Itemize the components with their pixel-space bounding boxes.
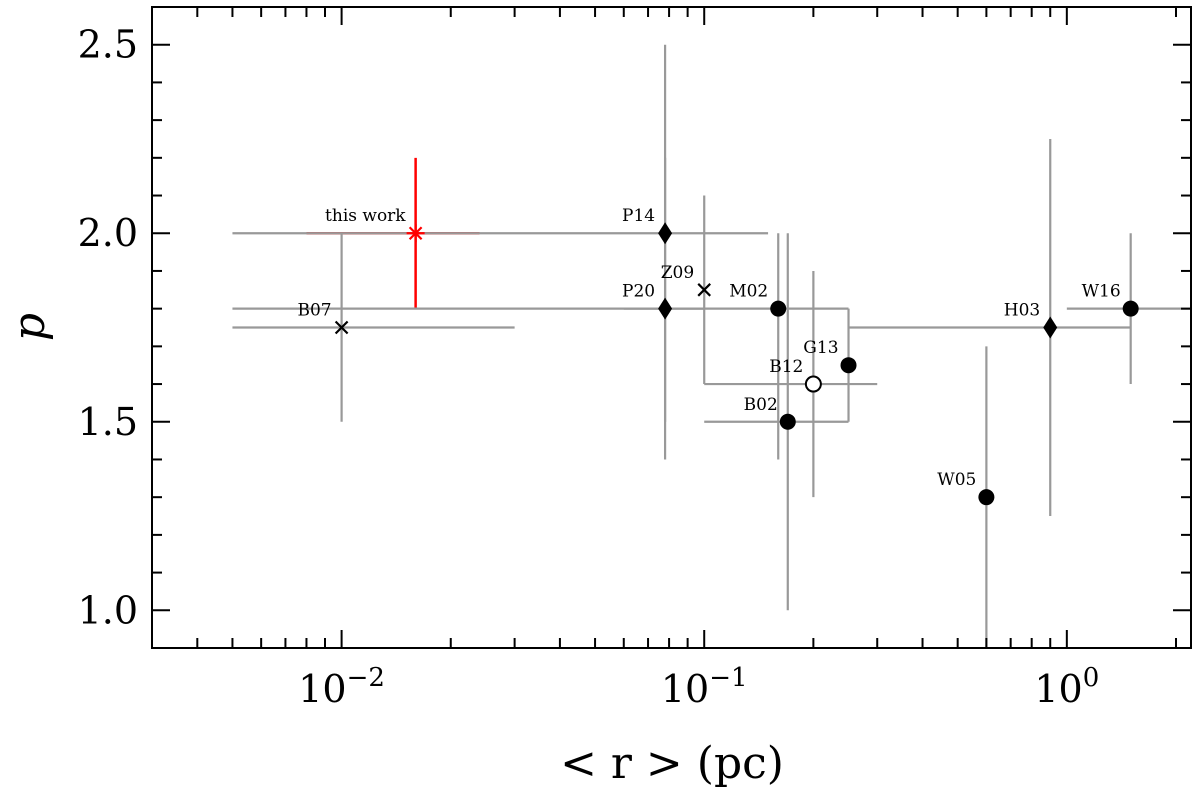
point-label: P14 [622,206,655,226]
point-marker [334,320,349,335]
point-label: W05 [937,470,976,490]
point-label: B07 [297,301,331,321]
point-marker [697,283,711,297]
errorbar [232,233,849,460]
x-tick-label: 10−1 [661,663,748,711]
data-point: H03 [1004,301,1058,339]
point-label: B12 [769,357,803,377]
point-marker [1043,316,1058,339]
x-axis-title: < r > (pc) [560,738,784,789]
plot-frame [151,6,1192,649]
y-tick-label: 1.5 [78,400,138,444]
point-marker [658,222,673,245]
data-point: W05 [937,470,995,506]
point-label: M02 [729,282,768,302]
errorbar [704,270,878,498]
point-marker [1122,300,1139,317]
data-point: B07 [297,301,349,335]
data-point: G13 [803,338,857,374]
y-axis-title: p [4,313,55,341]
y-tick-label: 2.5 [78,23,138,67]
point-marker [804,375,822,393]
y-tick-label: 1.0 [78,588,138,632]
data-point: Z09 [661,263,711,297]
point-marker [770,300,787,317]
errorbar [848,138,1131,517]
point-label: P20 [622,282,655,302]
x-tick-label: 100 [1034,663,1099,711]
y-tick-label: 2.0 [78,211,138,255]
point-marker [840,357,857,374]
point-label: Z09 [661,263,694,283]
point-label: B02 [744,395,778,415]
data-point: W16 [1082,282,1139,317]
data-point: B02 [744,395,796,430]
errorbar [704,233,849,611]
point-marker [779,413,796,430]
point-marker [658,297,673,320]
data-point: this work [325,206,425,243]
axis-ticks: 1.0 1.5 2.0 2.5 10−2 10−1 100 [78,6,1191,711]
point-label: this work [325,206,406,226]
point-label: H03 [1004,301,1040,321]
point-label: G13 [803,338,838,358]
errorbar [232,233,515,422]
data-point: B12 [769,357,822,393]
point-label: W16 [1082,282,1121,302]
point-marker [978,489,995,506]
data-point: P14 [622,206,673,245]
data-point: P20 [622,282,673,320]
point-marker [406,224,425,243]
errorbar [232,44,769,422]
data-point: M02 [729,282,787,317]
x-tick-label: 10−2 [298,663,385,711]
